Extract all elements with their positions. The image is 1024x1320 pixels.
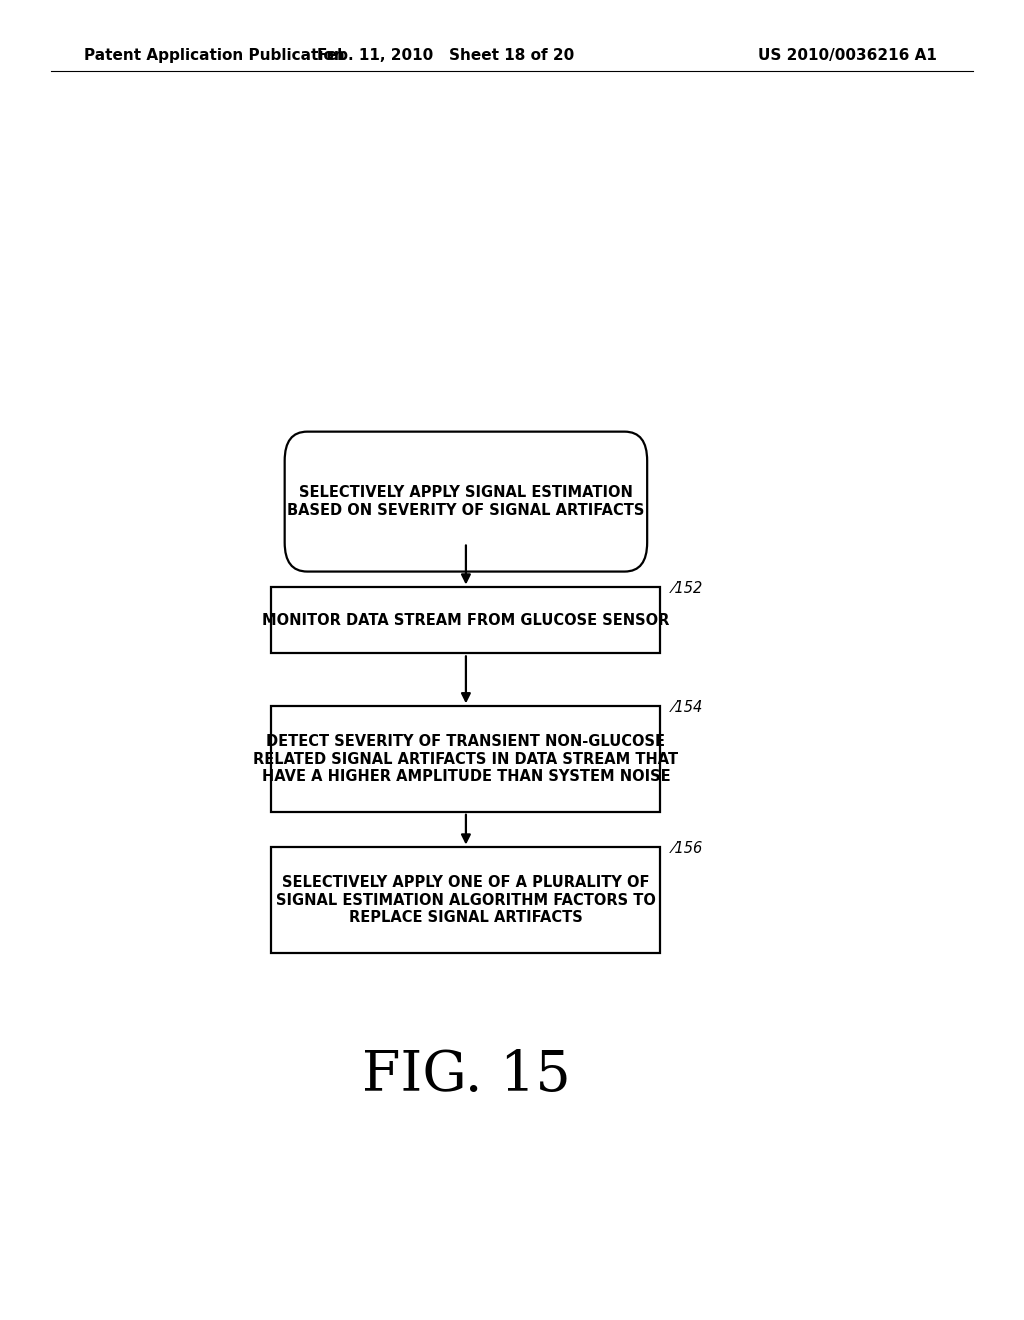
Text: ⁄154: ⁄154 [673, 700, 703, 714]
Text: US 2010/0036216 A1: US 2010/0036216 A1 [758, 48, 937, 63]
Text: ⁄152: ⁄152 [673, 581, 703, 595]
Text: ⁄156: ⁄156 [673, 841, 703, 855]
Text: Feb. 11, 2010   Sheet 18 of 20: Feb. 11, 2010 Sheet 18 of 20 [316, 48, 574, 63]
Text: SELECTIVELY APPLY ONE OF A PLURALITY OF
SIGNAL ESTIMATION ALGORITHM FACTORS TO
R: SELECTIVELY APPLY ONE OF A PLURALITY OF … [276, 875, 655, 925]
FancyBboxPatch shape [285, 432, 647, 572]
Text: FIG. 15: FIG. 15 [361, 1048, 570, 1104]
Text: MONITOR DATA STREAM FROM GLUCOSE SENSOR: MONITOR DATA STREAM FROM GLUCOSE SENSOR [262, 612, 670, 628]
Text: DETECT SEVERITY OF TRANSIENT NON-GLUCOSE
RELATED SIGNAL ARTIFACTS IN DATA STREAM: DETECT SEVERITY OF TRANSIENT NON-GLUCOSE… [253, 734, 679, 784]
Text: SELECTIVELY APPLY SIGNAL ESTIMATION
BASED ON SEVERITY OF SIGNAL ARTIFACTS: SELECTIVELY APPLY SIGNAL ESTIMATION BASE… [288, 486, 644, 517]
FancyBboxPatch shape [271, 847, 660, 953]
Text: Patent Application Publication: Patent Application Publication [84, 48, 345, 63]
FancyBboxPatch shape [271, 587, 660, 653]
FancyBboxPatch shape [271, 706, 660, 812]
